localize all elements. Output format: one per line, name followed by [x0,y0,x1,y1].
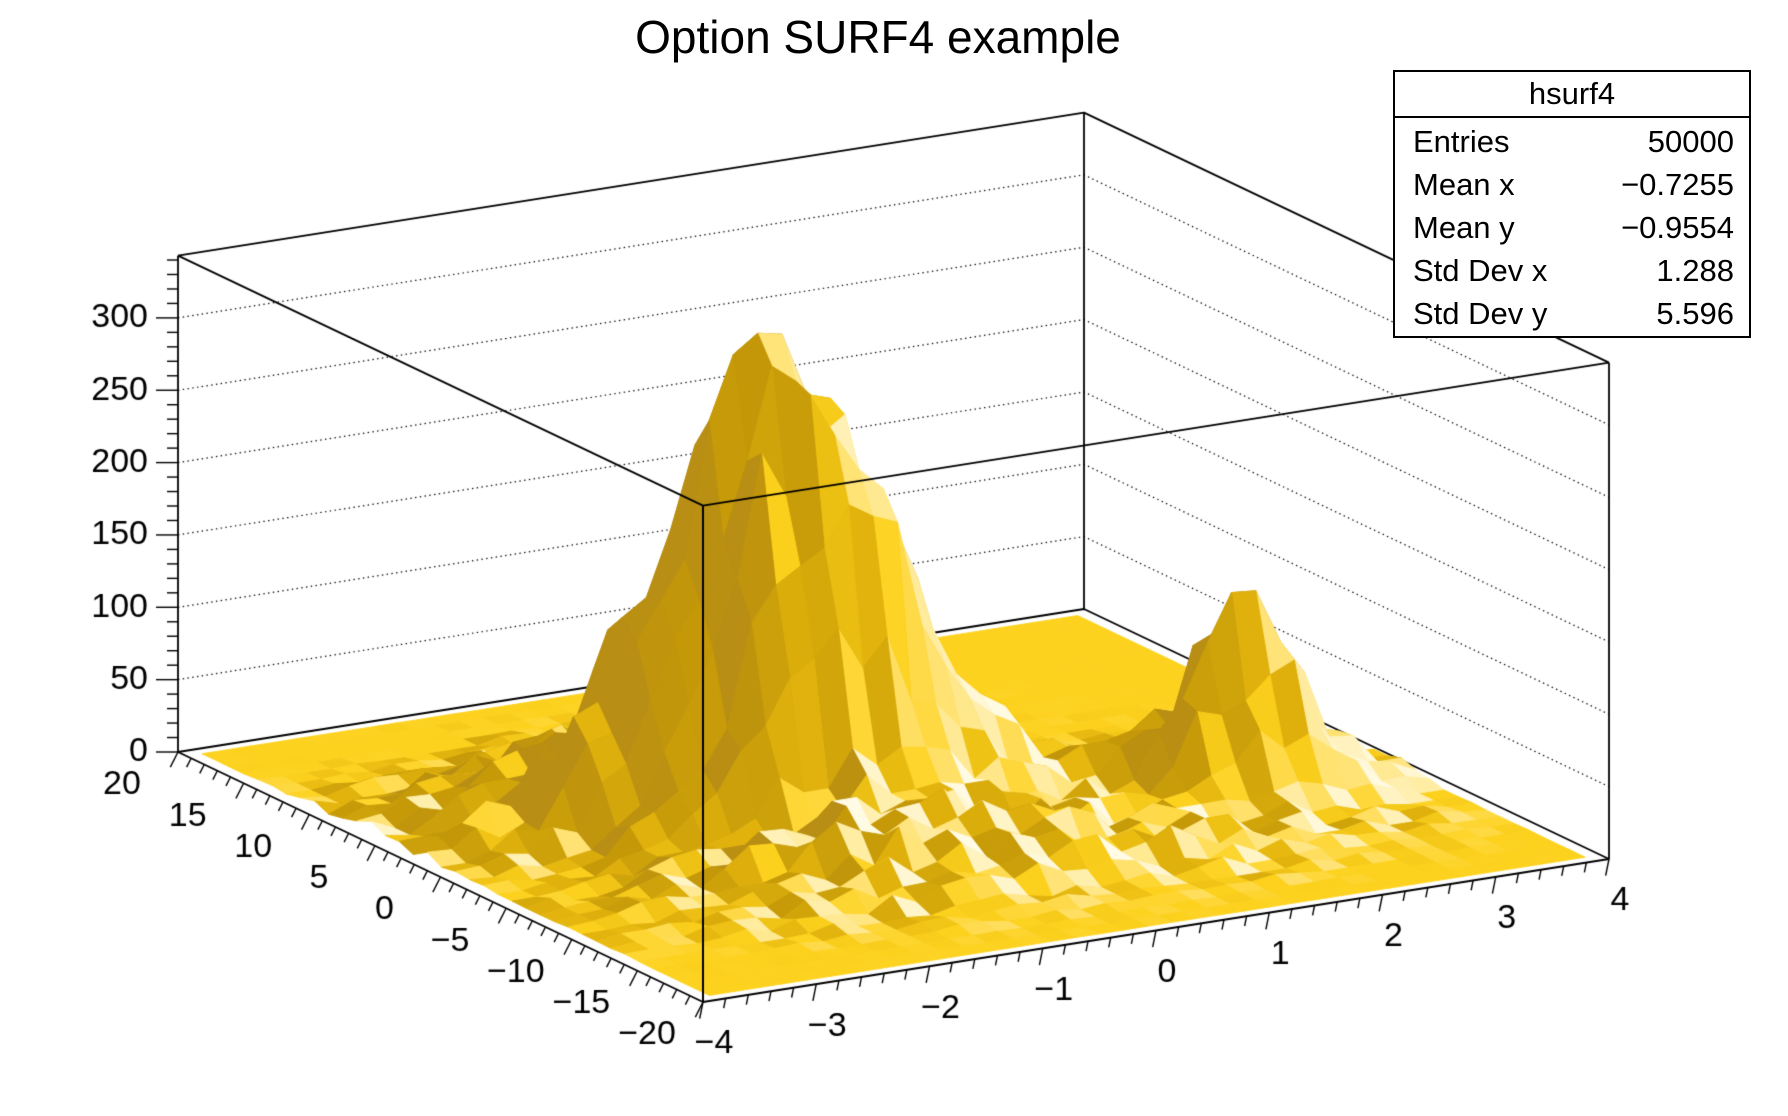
stat-value: −0.9554 [1621,210,1734,245]
stats-row: Mean y −0.9554 [1413,206,1734,249]
stat-label: Std Dev y [1413,296,1548,331]
stats-rows: Entries 50000 Mean x −0.7255 Mean y −0.9… [1395,118,1749,335]
plot-title: Option SURF4 example [635,11,1121,63]
stats-row: Std Dev y 5.596 [1413,292,1734,335]
stats-row: Mean x −0.7255 [1413,163,1734,206]
stat-value: 5.596 [1656,296,1734,331]
stat-label: Mean x [1413,167,1515,202]
stats-box-title: hsurf4 [1395,72,1749,118]
stats-row: Entries 50000 [1413,120,1734,163]
stats-box: hsurf4 Entries 50000 Mean x −0.7255 Mean… [1393,70,1751,338]
stat-label: Mean y [1413,210,1515,245]
stat-label: Std Dev x [1413,253,1548,288]
stat-value: −0.7255 [1621,167,1734,202]
stat-value: 1.288 [1656,253,1734,288]
stats-row: Std Dev x 1.288 [1413,249,1734,292]
stat-value: 50000 [1647,124,1734,159]
stat-label: Entries [1413,124,1510,159]
